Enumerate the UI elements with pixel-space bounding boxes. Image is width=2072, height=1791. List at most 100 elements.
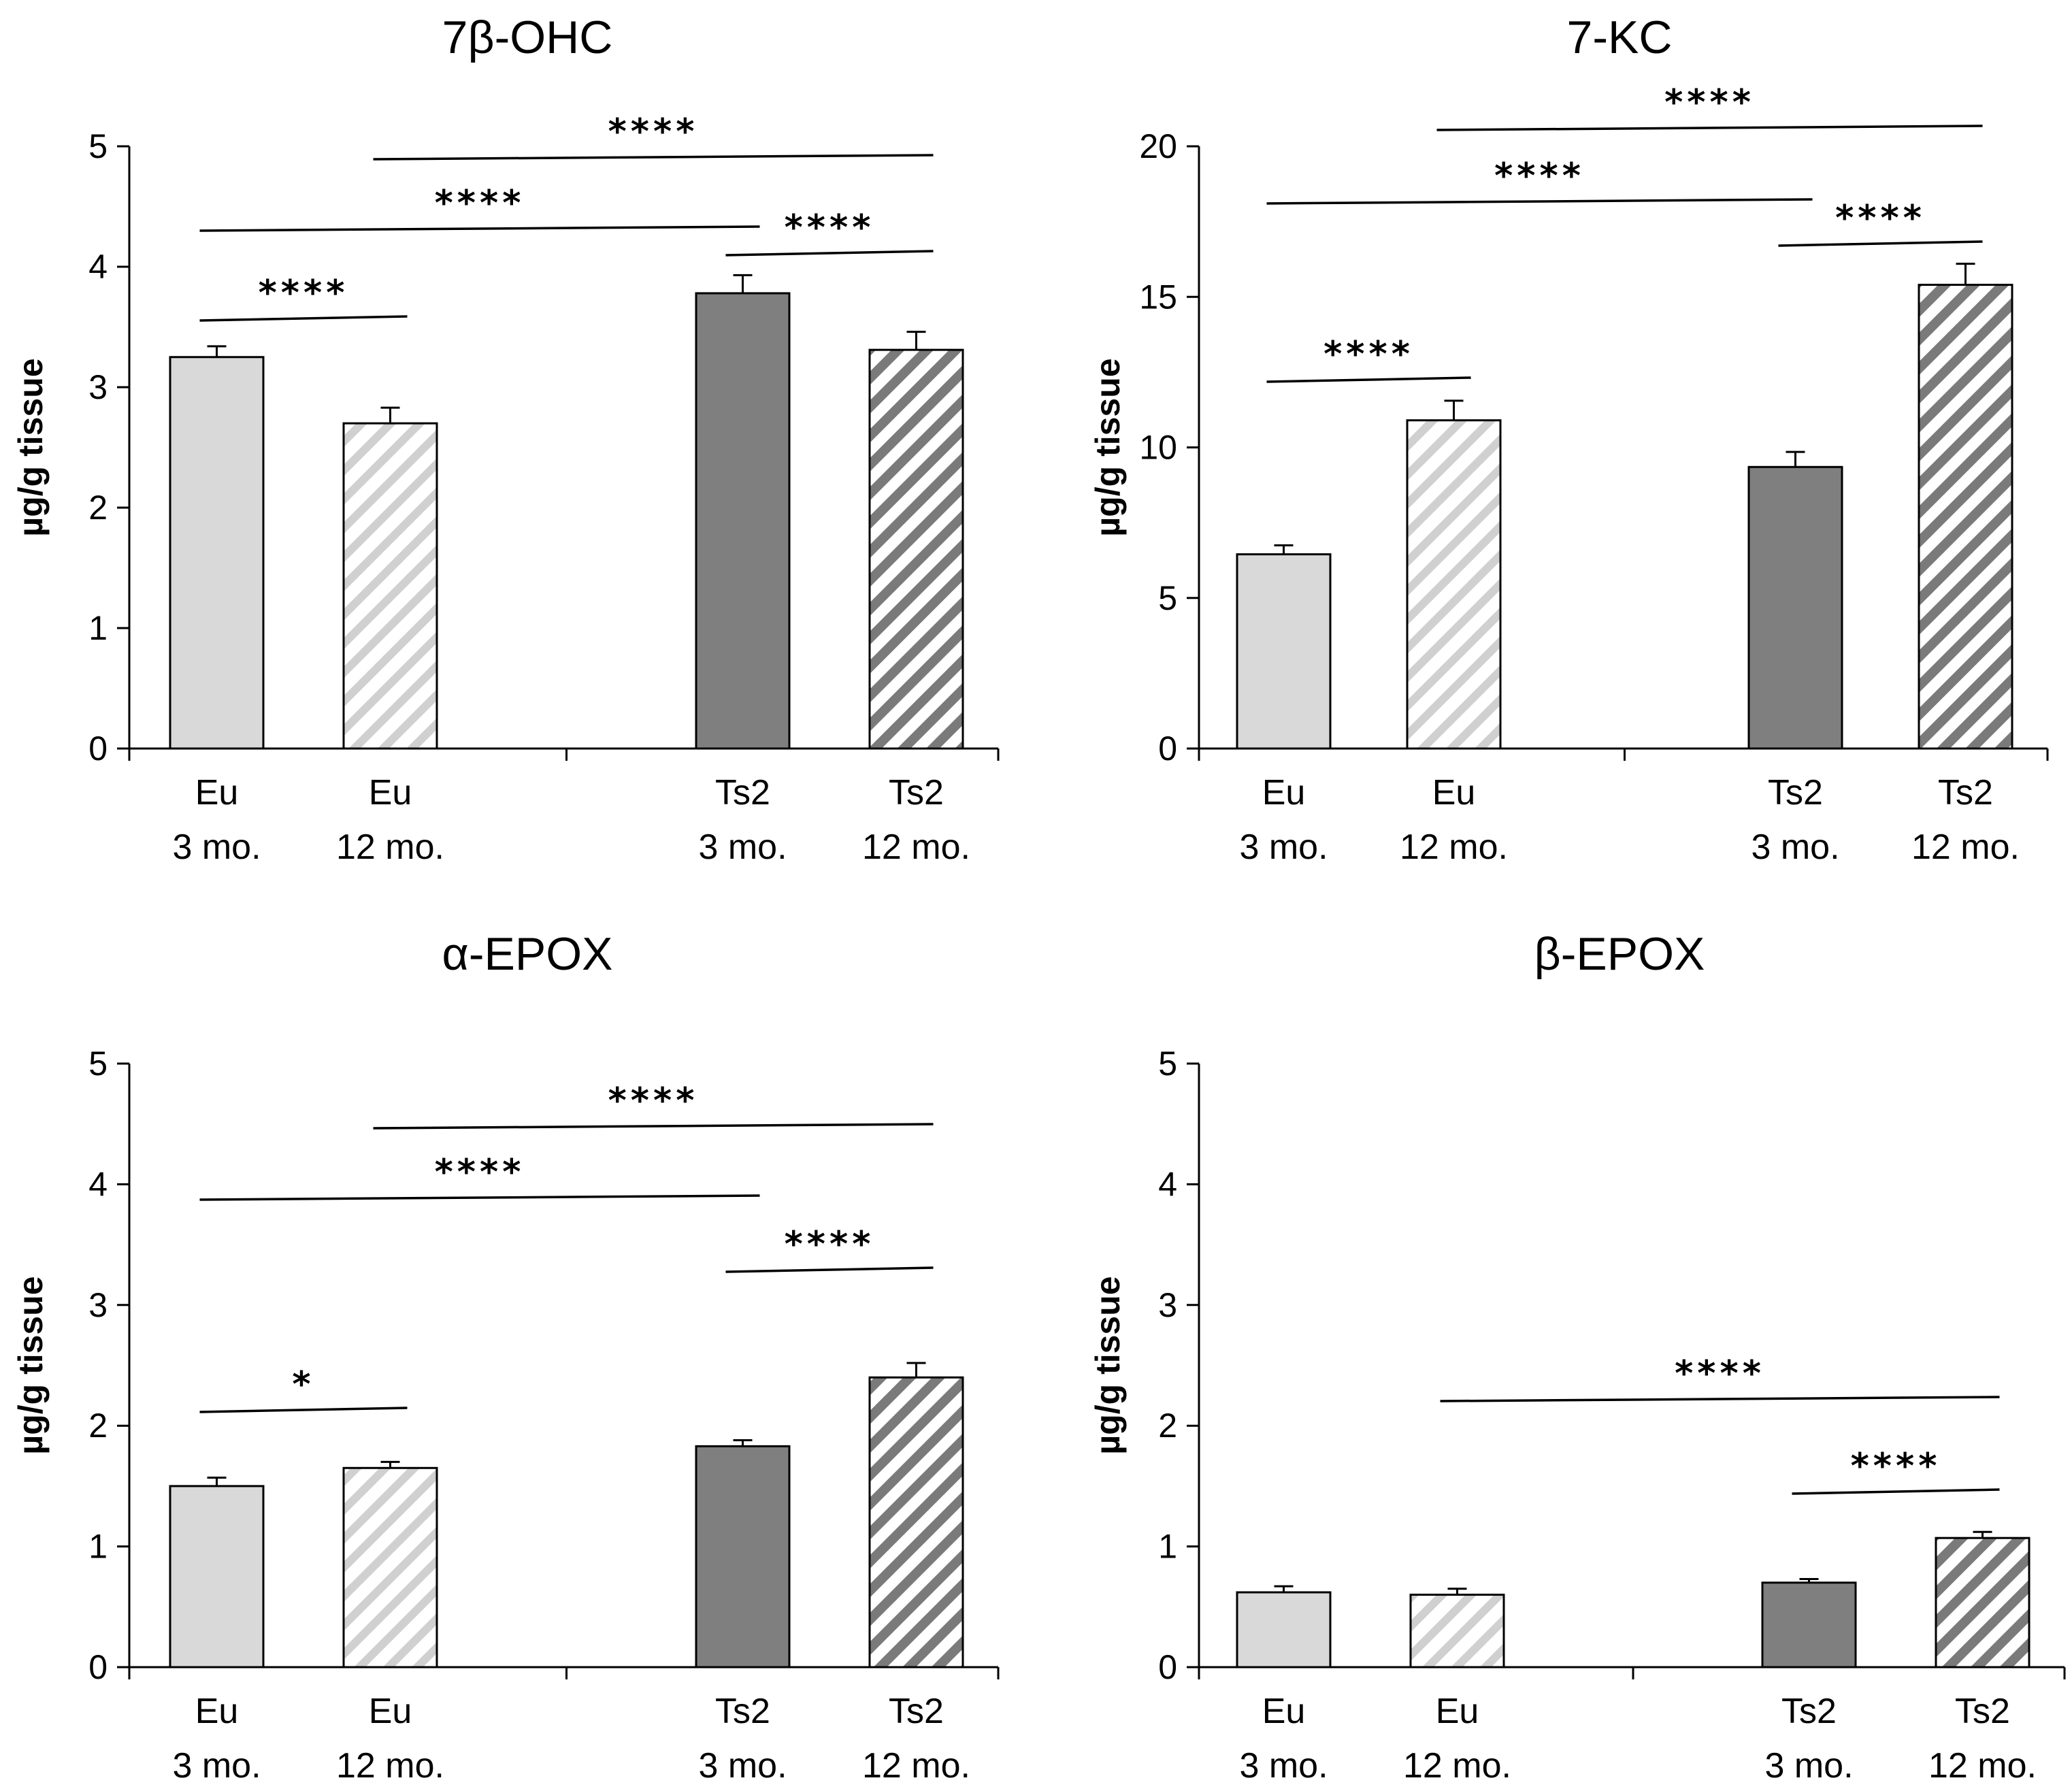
- y-tick-label: 3: [88, 368, 108, 406]
- category-label: 12 mo.: [862, 827, 970, 867]
- y-tick-label: 2: [88, 489, 108, 527]
- significance-bracket: [725, 1266, 934, 1273]
- chart-panel: 7-KC µg/g tissue 0 5 10 15 20 Eu 3 mo. Eu 12 mo. Ts…: [1089, 12, 2049, 867]
- significance-label: ****: [259, 273, 349, 314]
- significance-label: ****: [1835, 198, 1926, 239]
- bar: [169, 1485, 265, 1669]
- y-tick-label: 4: [1158, 1165, 1177, 1203]
- y-tick-label: 10: [1139, 429, 1177, 467]
- category-label: Ts2: [889, 1692, 944, 1731]
- bar: [342, 1466, 438, 1669]
- bar: [1761, 1581, 1857, 1669]
- significance-label: ****: [785, 208, 875, 248]
- y-tick-label: 0: [88, 1648, 108, 1686]
- y-tick-label: 0: [1158, 729, 1177, 768]
- y-axis-label: µg/g tissue: [1089, 358, 1127, 536]
- significance-bracket: [373, 1123, 934, 1130]
- chart-panel: α-EPOX µg/g tissue 0 1 2 3 4 5 Eu 3 mo. Eu 12 mo. Ts…: [12, 928, 1000, 1786]
- bar: [695, 292, 791, 750]
- significance-bracket: [199, 1407, 408, 1413]
- significance-label: ****: [1851, 1446, 1941, 1487]
- significance-bracket: [1792, 1488, 2000, 1495]
- category-label: Ts2: [1781, 1692, 1837, 1731]
- category-label: 12 mo.: [862, 1746, 970, 1786]
- y-tick-label: 4: [88, 248, 108, 286]
- y-axis-label: µg/g tissue: [12, 358, 50, 536]
- category-label: 12 mo.: [1403, 1746, 1511, 1786]
- category-label: Eu: [369, 1692, 412, 1731]
- category-label: Eu: [195, 773, 239, 812]
- bar: [1935, 1537, 2030, 1669]
- y-tick-label: 0: [1158, 1648, 1177, 1686]
- significance-label: ****: [608, 1081, 699, 1121]
- y-tick-label: 1: [88, 609, 108, 647]
- significance-label: ****: [1323, 334, 1414, 375]
- y-axis-label: µg/g tissue: [1089, 1276, 1127, 1454]
- category-label: Ts2: [889, 773, 944, 812]
- y-tick-label: 5: [1158, 579, 1177, 617]
- category-label: 3 mo.: [698, 827, 787, 867]
- bar: [868, 1376, 964, 1669]
- significance-label: ****: [608, 112, 699, 152]
- y-tick-label: 0: [88, 729, 108, 768]
- y-tick-label: 2: [1158, 1407, 1177, 1445]
- y-tick-label: 5: [1158, 1045, 1177, 1083]
- chart-title: 7-KC: [1567, 12, 1673, 63]
- category-label: 12 mo.: [1400, 827, 1508, 867]
- significance-label: ****: [1494, 156, 1585, 197]
- category-label: 3 mo.: [1239, 827, 1328, 867]
- significance-bracket: [725, 250, 934, 257]
- y-tick-label: 15: [1139, 278, 1177, 316]
- category-label: 3 mo.: [1764, 1746, 1853, 1786]
- category-label: 3 mo.: [1751, 827, 1839, 867]
- category-label: 12 mo.: [1928, 1746, 2037, 1786]
- bar: [169, 356, 265, 750]
- bar: [1406, 419, 1502, 750]
- category-label: 3 mo.: [172, 827, 261, 867]
- chart-panel: 7β-OHC µg/g tissue 0 1 2 3 4 5 Eu 3 mo. Eu 12 mo. Ts…: [12, 12, 1000, 867]
- category-label: Ts2: [715, 773, 770, 812]
- significance-bracket: [1440, 1396, 2000, 1402]
- significance-label: ****: [1664, 82, 1755, 123]
- category-label: Ts2: [1768, 773, 1823, 812]
- category-label: Eu: [369, 773, 412, 812]
- y-tick-label: 5: [88, 127, 108, 165]
- bar: [868, 348, 964, 750]
- chart-title: α-EPOX: [442, 928, 613, 980]
- bar: [1747, 465, 1843, 750]
- bar: [1236, 553, 1332, 750]
- bar: [1918, 284, 2013, 750]
- category-label: Eu: [1262, 1692, 1306, 1731]
- category-label: 3 mo.: [698, 1746, 787, 1786]
- significance-bracket: [199, 315, 408, 322]
- category-label: Ts2: [715, 1692, 770, 1731]
- significance-bracket: [199, 1194, 760, 1201]
- category-label: Ts2: [1955, 1692, 2010, 1731]
- category-label: Eu: [1262, 773, 1306, 812]
- y-tick-label: 5: [88, 1045, 108, 1083]
- category-label: Eu: [195, 1692, 239, 1731]
- category-label: Eu: [1432, 773, 1476, 812]
- y-tick-label: 20: [1139, 127, 1177, 165]
- significance-label: ****: [785, 1224, 875, 1265]
- category-label: Eu: [1436, 1692, 1479, 1731]
- significance-label: *: [292, 1364, 314, 1405]
- chart-title: 7β-OHC: [442, 12, 613, 63]
- significance-bracket: [199, 225, 760, 232]
- y-tick-label: 3: [88, 1286, 108, 1324]
- category-label: 3 mo.: [172, 1746, 261, 1786]
- significance-label: ****: [1675, 1353, 1765, 1394]
- category-label: 12 mo.: [336, 827, 444, 867]
- chart-title: β-EPOX: [1534, 928, 1705, 980]
- bar: [342, 422, 438, 750]
- significance-bracket: [1266, 376, 1471, 383]
- chart-panel: β-EPOX µg/g tissue 0 1 2 3 4 5 Eu 3 mo. Eu 12 mo. Ts…: [1089, 928, 2066, 1786]
- significance-bracket: [1436, 125, 1983, 131]
- y-tick-label: 4: [88, 1165, 108, 1203]
- y-axis-label: µg/g tissue: [12, 1276, 50, 1454]
- significance-bracket: [1266, 198, 1813, 205]
- y-tick-label: 1: [1158, 1528, 1177, 1566]
- category-label: 12 mo.: [1911, 827, 2020, 867]
- significance-bracket: [1778, 240, 1983, 247]
